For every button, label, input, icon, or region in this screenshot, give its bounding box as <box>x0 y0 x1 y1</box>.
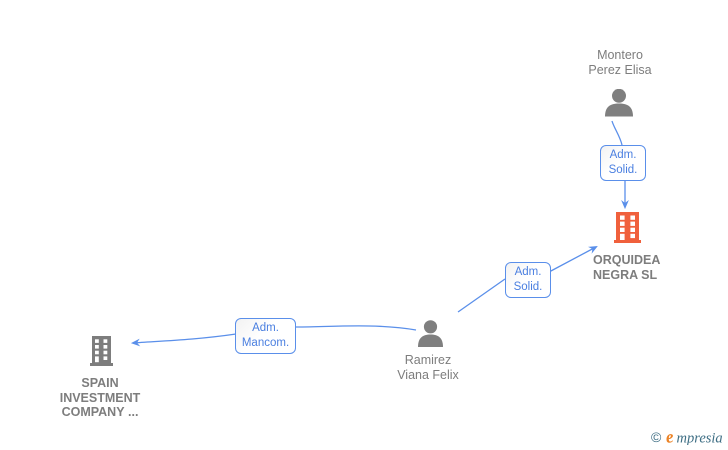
svg-text:mpresia: mpresia <box>677 431 723 446</box>
svg-text:©: © <box>651 429 662 445</box>
svg-text:e: e <box>664 428 675 445</box>
